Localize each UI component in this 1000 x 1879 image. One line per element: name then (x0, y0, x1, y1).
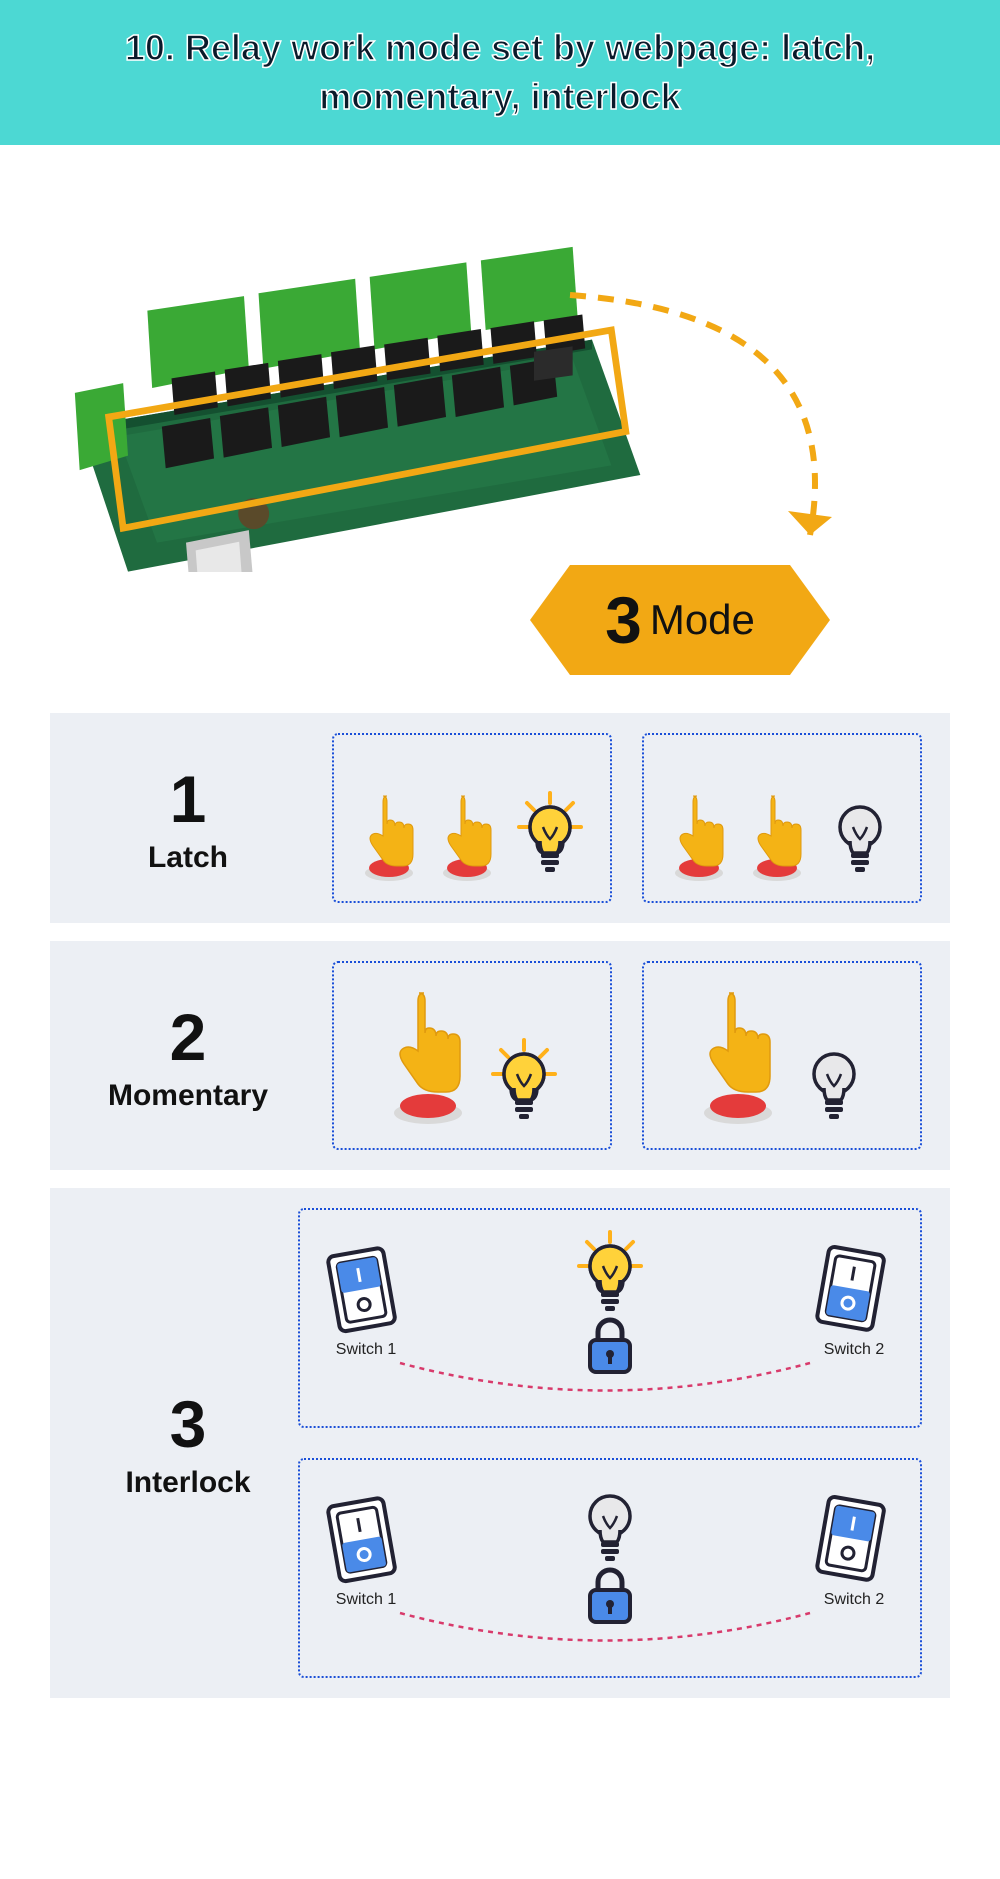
switch-icon (323, 1492, 410, 1593)
hand-press-icon (359, 781, 419, 881)
momentary-demo-off (642, 961, 922, 1150)
bulb-off-icon (825, 791, 895, 881)
hero-section: 3 Mode (0, 145, 1000, 695)
wire-icon (300, 1608, 910, 1648)
mode-row-interlock: 3 Interlock Switch 1 (50, 1188, 950, 1698)
wire-icon (300, 1358, 910, 1398)
latch-demo-off (642, 733, 922, 903)
mode-count-badge: 3 Mode (530, 565, 830, 675)
mode-row-latch: 1 Latch (50, 713, 950, 923)
bulb-off-icon (575, 1480, 645, 1564)
arrow-icon (550, 275, 910, 585)
momentary-demo-on (332, 961, 612, 1150)
hand-press-icon (696, 983, 781, 1128)
mode-label: 3 Interlock (78, 1386, 298, 1500)
switch-icon (811, 1242, 898, 1343)
mode-number: 1 (78, 761, 298, 837)
interlock-demo-on: Switch 1 Switch 2 (298, 1208, 922, 1428)
bulb-on-icon (515, 791, 585, 881)
mode-number: 3 (78, 1386, 298, 1462)
bulb-on-icon (575, 1230, 645, 1314)
mode-name: Momentary (78, 1079, 298, 1113)
mode-label: 1 Latch (78, 761, 298, 875)
mode-row-momentary: 2 Momentary (50, 941, 950, 1170)
switch-label: Switch 1 (336, 1591, 396, 1609)
switch-label: Switch 2 (824, 1591, 884, 1609)
hand-press-icon (669, 781, 729, 881)
bulb-off-icon (799, 1038, 869, 1128)
switch-icon (323, 1242, 410, 1343)
switch-icon (811, 1492, 898, 1593)
mode-name: Interlock (78, 1466, 298, 1500)
switch-label: Switch 1 (336, 1341, 396, 1359)
switch-label: Switch 2 (824, 1341, 884, 1359)
mode-count-number: 3 (605, 582, 642, 658)
bulb-on-icon (489, 1038, 559, 1128)
header-band: 10. Relay work mode set by webpage: latc… (0, 0, 1000, 145)
interlock-demo-off: Switch 1 Switch 2 (298, 1458, 922, 1678)
hand-press-icon (386, 983, 471, 1128)
header-title: 10. Relay work mode set by webpage: latc… (40, 24, 960, 121)
mode-label: 2 Momentary (78, 999, 298, 1113)
hand-press-icon (747, 781, 807, 881)
latch-demo-on (332, 733, 612, 903)
mode-number: 2 (78, 999, 298, 1075)
mode-count-word: Mode (650, 596, 755, 644)
hand-press-icon (437, 781, 497, 881)
mode-name: Latch (78, 841, 298, 875)
